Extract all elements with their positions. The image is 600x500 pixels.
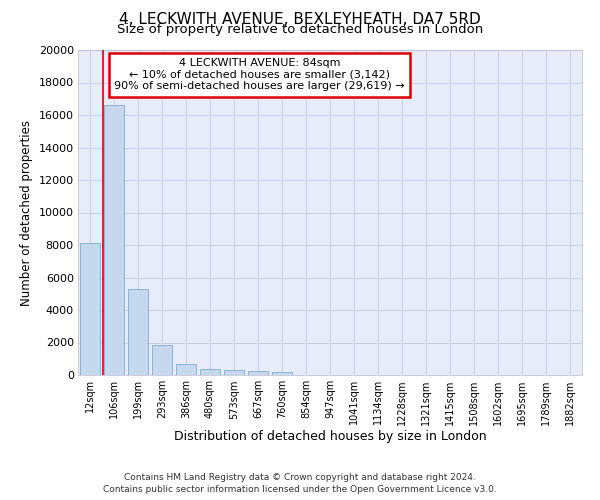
Bar	[200, 369, 220, 375]
Text: 4, LECKWITH AVENUE, BEXLEYHEATH, DA7 5RD: 4, LECKWITH AVENUE, BEXLEYHEATH, DA7 5RD	[119, 12, 481, 28]
Bar	[128, 289, 148, 375]
Bar	[104, 106, 124, 375]
Text: Contains HM Land Registry data © Crown copyright and database right 2024.
Contai: Contains HM Land Registry data © Crown c…	[103, 472, 497, 494]
Bar	[248, 372, 268, 375]
Text: Size of property relative to detached houses in London: Size of property relative to detached ho…	[117, 22, 483, 36]
Bar	[224, 370, 244, 375]
Y-axis label: Number of detached properties: Number of detached properties	[20, 120, 33, 306]
Bar	[80, 244, 100, 375]
X-axis label: Distribution of detached houses by size in London: Distribution of detached houses by size …	[173, 430, 487, 443]
Bar	[272, 372, 292, 375]
Bar	[152, 345, 172, 375]
Bar	[176, 364, 196, 375]
Text: 4 LECKWITH AVENUE: 84sqm
← 10% of detached houses are smaller (3,142)
90% of sem: 4 LECKWITH AVENUE: 84sqm ← 10% of detach…	[114, 58, 405, 92]
